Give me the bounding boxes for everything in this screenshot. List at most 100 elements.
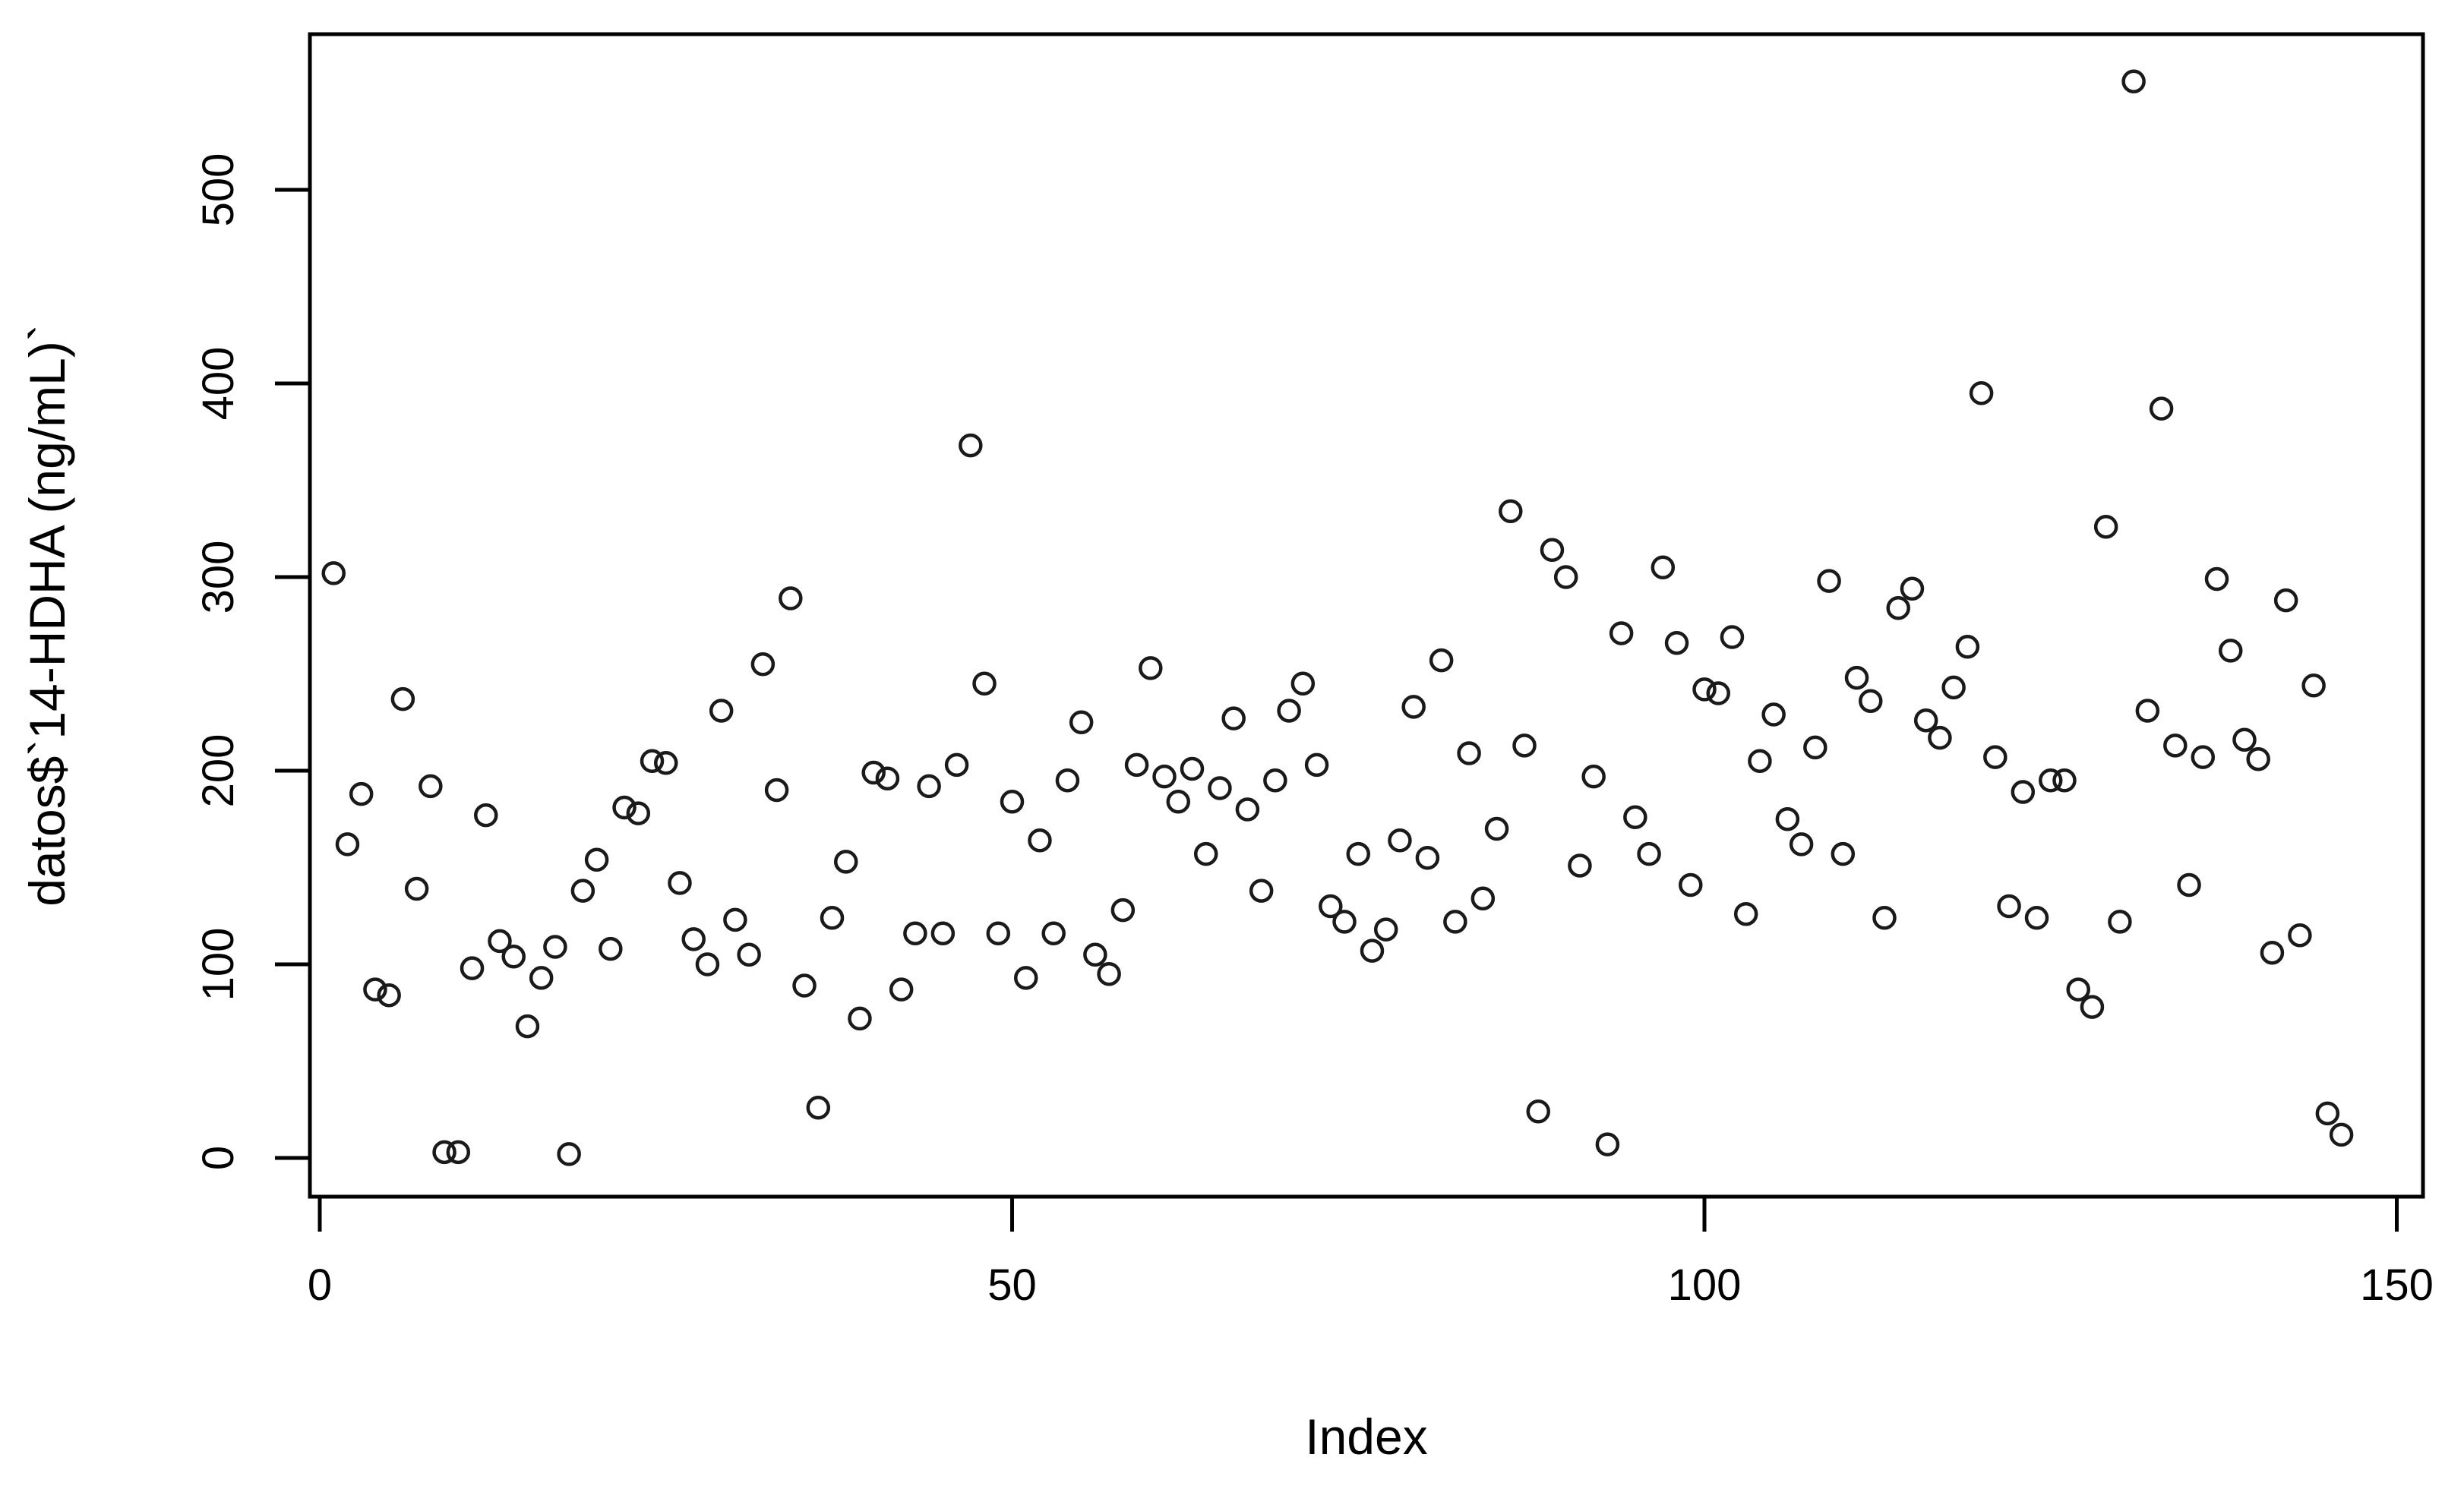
data-point [1720,625,1745,649]
data-point [1748,749,1772,773]
y-axis-tick-label: 0 [194,1146,243,1170]
data-point [1609,621,1634,645]
y-axis-tick-label: 300 [194,541,243,614]
data-point [806,1095,831,1120]
data-point [861,760,886,785]
data-point [2108,910,2132,934]
data-point [1055,768,1080,793]
data-point [959,433,983,458]
data-point [764,778,789,803]
data-point [750,652,776,677]
data-point [875,766,900,790]
data-point [1499,499,1523,524]
data-point [1941,675,1966,700]
data-point [1373,917,1398,942]
data-point [1041,921,1066,945]
data-point [1290,671,1316,696]
data-point [570,879,595,903]
data-point [1249,879,1274,903]
y-axis-tick-label: 200 [194,734,243,808]
data-point [2080,995,2105,1019]
data-point [1679,872,1703,898]
y-axis-tick-label: 500 [194,153,243,227]
data-point [2260,940,2285,965]
data-point [1277,699,1301,723]
data-point [1097,962,1121,986]
data-point [1415,846,1440,870]
data-point [1623,805,1647,829]
data-point [1332,910,1357,934]
data-point [723,907,747,932]
data-point [1568,853,1592,878]
data-point [1193,841,1218,866]
data-point [917,774,941,799]
data-point [1969,381,1994,405]
data-point [529,966,554,990]
data-point [668,871,692,895]
x-axis-tick-label: 100 [1668,1260,1742,1310]
data-point [501,945,526,969]
data-point [1581,764,1606,789]
data-point [2135,699,2160,723]
data-point [2066,977,2090,1002]
data-point [820,906,845,930]
data-point [2093,514,2118,539]
data-point [1180,756,1205,781]
data-point [1346,841,1370,866]
data-point [2273,588,2298,613]
data-point [2301,674,2326,698]
data-point [1872,906,1897,930]
data-point [2052,768,2077,793]
data-point [2204,566,2229,592]
x-axis-tick-label: 50 [987,1260,1037,1310]
data-point [404,876,429,901]
data-point [1401,695,1426,719]
data-point [2177,872,2201,898]
data-point [1540,538,1565,563]
data-point [2315,1101,2340,1126]
data-point [1803,735,1827,760]
data-point [709,699,734,723]
data-point [2011,780,2036,804]
data-point [460,956,485,980]
y-axis-title: datos$`14-HDHA (ng/mL)` [19,324,75,907]
data-point [1526,1099,1550,1124]
data-point [2246,746,2270,771]
data-point [681,927,706,951]
data-point [1900,576,1925,601]
data-point [390,686,415,711]
data-point [1235,797,1260,822]
data-point [779,586,803,610]
data-point [1429,648,1454,673]
data-point [1208,776,1232,800]
data-point [2149,396,2174,421]
data-point [737,942,761,967]
y-axis-tick-label: 400 [194,347,243,421]
data-point [1360,939,1385,963]
data-point [1859,689,1883,713]
data-point [1166,790,1191,814]
data-point [1110,898,1136,923]
data-point [2039,768,2063,793]
data-point [612,795,637,820]
data-point [1775,807,1800,831]
data-point [1083,942,1107,967]
data-point [599,936,623,961]
data-point [972,671,997,696]
data-point [1651,555,1676,579]
data-point [1637,841,1661,866]
data-point [1028,828,1052,853]
data-point [1484,816,1509,841]
data-point [695,952,720,976]
data-point [792,973,817,998]
data-point [1595,1132,1620,1156]
plot-box [308,32,2425,1199]
data-point [1000,790,1025,814]
data-point [848,1006,872,1031]
data-point [1457,741,1481,765]
data-point [930,921,956,945]
data-point [1304,752,1329,778]
data-point [1692,677,1717,702]
data-point [889,977,914,1002]
